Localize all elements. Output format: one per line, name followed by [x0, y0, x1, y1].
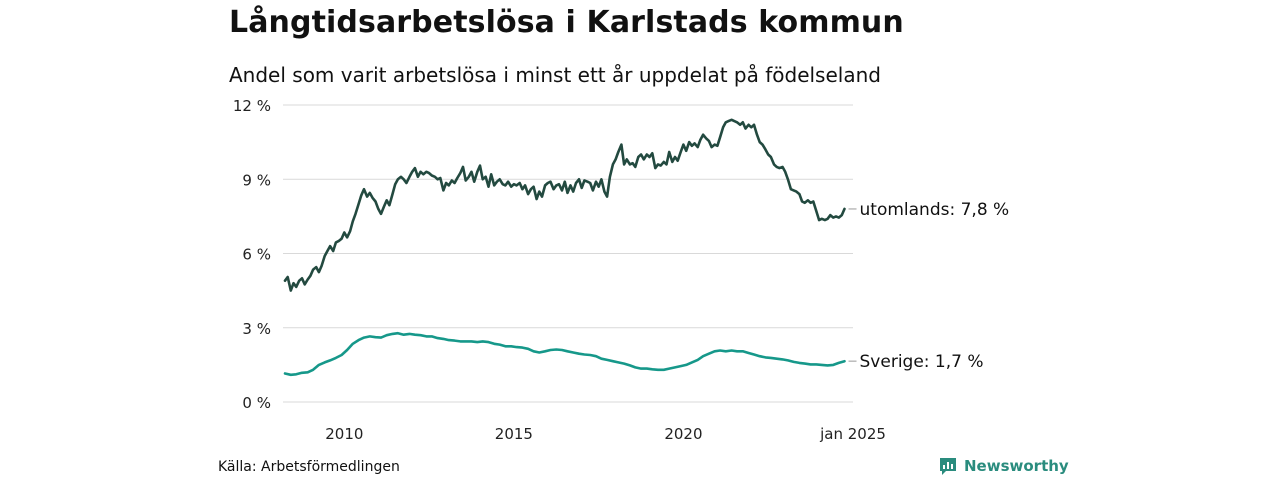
- series-line-sverige: [283, 331, 846, 377]
- y-tick-label: 9 %: [242, 171, 271, 189]
- series-end-labels: utomlands: 7,8 % Sverige: 1,7 %: [848, 200, 1010, 372]
- series-lines: [283, 118, 846, 377]
- brand-name: Newsworthy: [964, 457, 1069, 475]
- series-end-label-utomlands: utomlands: 7,8 %: [860, 200, 1010, 220]
- x-tick-label: 2015: [495, 425, 533, 443]
- x-tick-label: jan 2025: [819, 425, 886, 443]
- source-note: Källa: Arbetsförmedlingen: [218, 459, 400, 475]
- x-axis-ticks: 2010 2015 2020 jan 2025: [325, 425, 886, 443]
- y-tick-label: 3 %: [242, 320, 271, 338]
- x-tick-label: 2010: [325, 425, 363, 443]
- y-tick-label: 0 %: [242, 394, 271, 412]
- newsworthy-logo-icon: [940, 458, 956, 475]
- x-tick-label: 2020: [664, 425, 702, 443]
- series-line-utomlands: [283, 118, 846, 292]
- chart-title: Långtidsarbetslösa i Karlstads kommun: [229, 5, 904, 40]
- y-tick-label: 12 %: [233, 97, 271, 115]
- gridlines: [283, 104, 853, 403]
- newsworthy-logo[interactable]: Newsworthy: [938, 456, 1069, 476]
- y-tick-label: 6 %: [242, 246, 271, 264]
- chart-subtitle: Andel som varit arbetslösa i minst ett å…: [229, 63, 881, 87]
- series-end-label-sverige: Sverige: 1,7 %: [860, 352, 984, 372]
- y-axis-ticks: 0 % 3 % 6 % 9 % 12 %: [233, 97, 271, 412]
